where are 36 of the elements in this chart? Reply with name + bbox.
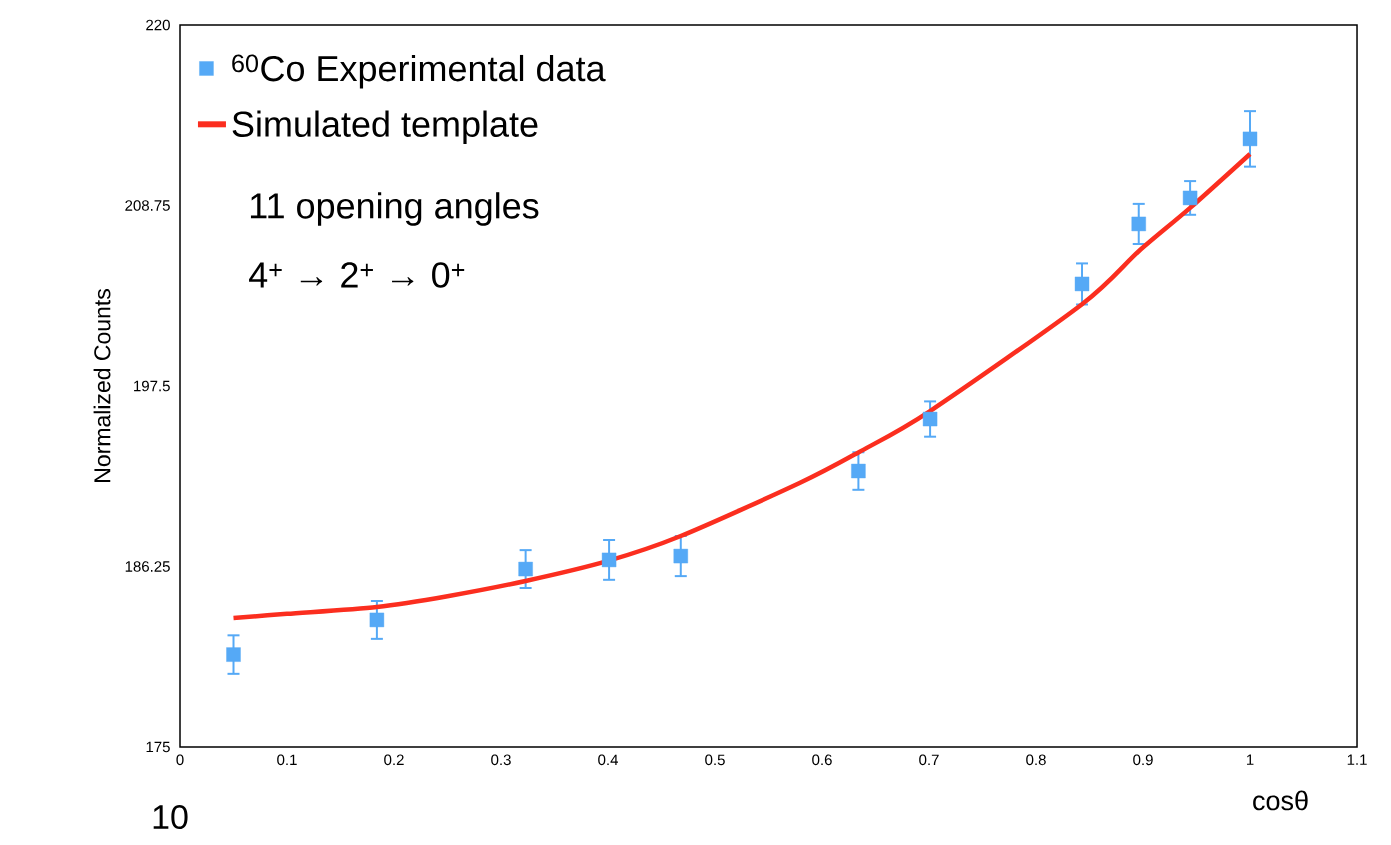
point xyxy=(851,463,866,479)
point xyxy=(518,561,533,577)
x-tick-label: 1.1 xyxy=(1347,754,1367,765)
point xyxy=(673,548,688,564)
line-series xyxy=(231,151,1253,621)
y-tick-label: 208.75 xyxy=(125,200,170,211)
x-tick-label: 0.6 xyxy=(812,754,832,766)
legend-label: $^{60}$Co Experimental data xyxy=(232,54,606,89)
point xyxy=(1182,190,1198,206)
x-tick-label: 1 xyxy=(1246,754,1254,765)
x-axis-title: cosθ xyxy=(1253,790,1308,811)
y-axis-title: Normalized Counts xyxy=(93,289,111,482)
point xyxy=(226,647,241,662)
x-tick-label: 0.2 xyxy=(384,754,404,766)
x-tick-label: 0.8 xyxy=(1026,754,1046,766)
y-tick-label: 175 xyxy=(146,741,170,753)
x-tick-label: 0.9 xyxy=(1133,754,1153,766)
point xyxy=(1074,276,1090,292)
y-tick-label: 220 xyxy=(146,19,170,31)
point xyxy=(922,411,938,427)
y-tick-label: 197.5 xyxy=(134,380,170,392)
x-tick-label: 0 xyxy=(176,754,184,766)
point xyxy=(1131,216,1146,232)
y-tick-label: 186.25 xyxy=(125,561,170,572)
x-tick-label: 0.7 xyxy=(919,754,939,766)
text: 10 xyxy=(153,804,188,830)
point xyxy=(1242,131,1258,147)
x-tick-label: 0.1 xyxy=(277,754,297,766)
annotation: 4$^{+}$ → 2$^{+}$ → 0$^{+}$ xyxy=(249,262,465,288)
legend-label: Simulated template xyxy=(232,110,538,145)
point xyxy=(369,612,385,628)
x-tick-label: 0.5 xyxy=(705,754,725,766)
point xyxy=(601,552,617,568)
annotation: 11 opening angles xyxy=(250,192,539,226)
x-tick-label: 0.4 xyxy=(598,754,618,766)
x-tick-label: 0.3 xyxy=(491,754,511,766)
